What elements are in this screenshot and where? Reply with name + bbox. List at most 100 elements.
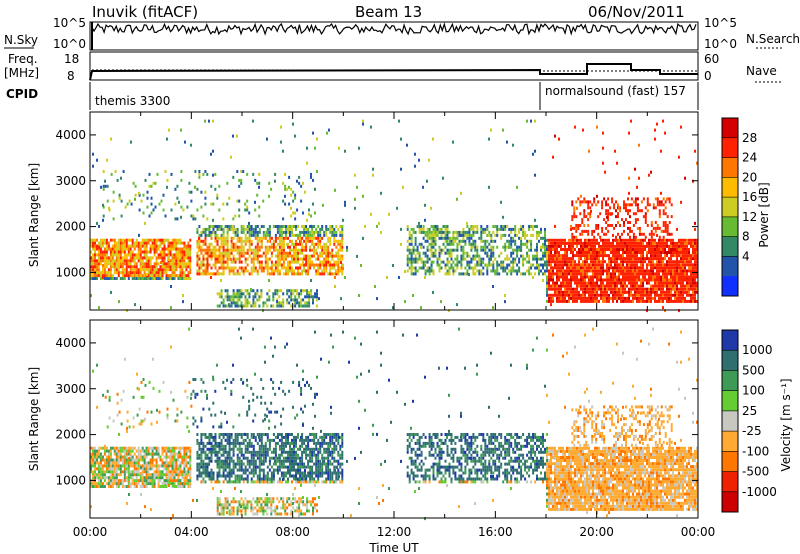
heatmap-cell [662,299,664,303]
heatmap-cell [310,279,312,282]
heatmap-cell [316,289,318,293]
heatmap-cell [448,260,451,264]
heatmap-cell [604,290,606,294]
heatmap-cell [432,239,435,243]
heatmap-cell [550,260,552,264]
heatmap-cell [290,206,292,210]
heatmap-cell [514,260,517,264]
heatmap-cell [206,272,209,276]
heatmap-cell [284,184,287,188]
heatmap-cell [628,287,630,291]
heatmap-cell [604,260,606,264]
freq-panel: Freq. [MHz] 18 8 60 0 Nave [4,51,782,83]
heatmap-cell [296,208,299,212]
heatmap-cell [660,191,662,195]
heatmap-cell [554,266,556,270]
heatmap-cell [103,473,106,477]
heatmap-cell [92,244,94,248]
heatmap-cell [588,269,590,273]
heatmap-cell [341,239,344,243]
colorbar-cell [722,276,738,297]
heatmap-cell [102,218,104,222]
heatmap-cell [627,209,629,213]
heatmap-cell [105,449,108,453]
heatmap-cell [113,473,116,477]
heatmap-cell [214,230,217,234]
heatmap-cell [440,300,442,304]
heatmap-cell [230,227,233,231]
heatmap-cell [196,263,199,267]
heatmap-cell [456,233,459,237]
heatmap-cell [626,272,628,276]
heatmap-cell [137,452,140,456]
heatmap-cell [590,275,592,279]
heatmap-cell [276,227,279,231]
heatmap-cell [147,262,150,266]
heatmap-cell [99,446,102,450]
heatmap-cell [274,254,277,258]
heatmap-cell [125,464,128,468]
heatmap-cell [432,269,435,273]
heatmap-cell [552,272,554,276]
heatmap-cell [670,296,672,300]
heatmap-cell [137,247,140,251]
heatmap-cell [125,461,128,465]
heatmap-cell [585,215,588,219]
heatmap-cell [175,262,178,266]
heatmap-cell [414,257,417,261]
heatmap-cell [650,170,652,174]
heatmap-cell [576,293,578,297]
heatmap-cell [658,215,661,219]
heatmap-cell [246,301,249,305]
heatmap-cell [584,287,586,291]
heatmap-cell [232,224,234,228]
heatmap-cell [161,274,164,278]
heatmap-cell [147,259,150,263]
heatmap-cell [640,278,642,282]
heatmap-cell [656,254,658,258]
heatmap-cell [123,464,126,468]
heatmap-cell [293,233,295,237]
heatmap-cell [560,244,562,248]
heatmap-cell [444,236,447,240]
heatmap-cell [583,209,586,213]
heatmap-cell [614,293,616,297]
heatmap-cell [546,275,548,279]
heatmap-cell [246,257,249,261]
heatmap-cell [500,233,503,237]
heatmap-cell [135,470,138,474]
heatmap-cell [268,266,271,270]
heatmap-cell [605,212,608,216]
heatmap-cell [446,242,449,246]
heatmap-cell [289,269,291,273]
heatmap-cell [688,257,690,261]
heatmap-cell [137,256,140,260]
heatmap-cell [264,248,267,252]
heatmap-cell [581,229,584,233]
heatmap-cell [564,296,566,300]
heatmap-cell [208,251,211,255]
heatmap-cell [586,238,588,242]
heatmap-cell [135,476,138,480]
heatmap-cell [138,193,141,197]
heatmap-cell [264,236,267,240]
heatmap-cell [282,257,285,261]
heatmap-cell [123,485,126,488]
heatmap-cell [660,275,662,279]
heatmap-cell [528,260,531,264]
heatmap-cell [117,271,120,275]
heatmap-cell [362,119,364,123]
heatmap-cell [581,218,584,222]
heatmap-cell [490,236,493,240]
heatmap-cell [654,251,656,254]
heatmap-cell [244,236,247,240]
heatmap-cell [604,284,606,288]
heatmap-cell [682,238,684,242]
heatmap-cell [504,242,507,246]
heatmap-cell [578,284,580,288]
heatmap-cell [592,293,594,297]
heatmap-cell [155,238,158,242]
heatmap-cell [331,272,334,276]
heatmap-cell [179,262,182,266]
heatmap-cell [220,263,223,267]
